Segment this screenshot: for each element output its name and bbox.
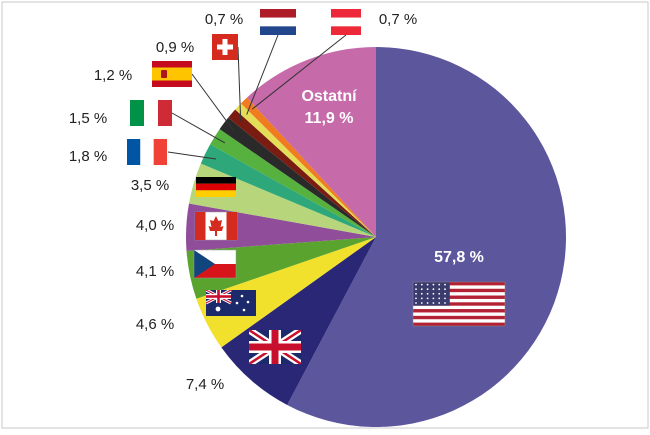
data-label-us: 57,8 % (434, 249, 484, 266)
slice-italy (210, 129, 376, 237)
data-label-france: 1,8 % (69, 148, 107, 165)
netherlands-flag-icon (260, 9, 296, 35)
slice-switzerland (228, 109, 376, 237)
us-flag-icon (412, 281, 506, 327)
leader-line-spain (191, 73, 234, 131)
data-label-netherlands: 0,7 % (205, 11, 243, 28)
slice-austria (240, 97, 376, 237)
slice-france (200, 144, 376, 237)
switzerland-flag-icon (212, 34, 238, 60)
australia-flag-icon (206, 290, 256, 316)
leader-line-austria (251, 34, 347, 110)
slice-spain (219, 117, 376, 237)
italy-flag-icon (130, 100, 172, 126)
slice-us (287, 47, 567, 428)
data-label-uk: 7,4 % (186, 376, 224, 393)
data-label-australia: 4,6 % (136, 316, 174, 333)
data-label-austria: 0,7 % (379, 11, 417, 28)
data-label-canada: 4,0 % (136, 217, 174, 234)
czech-flag-icon (193, 249, 237, 279)
slice-australia (196, 237, 376, 348)
data-label-spain: 1,2 % (94, 67, 132, 84)
data-label-other: 11,9 % (305, 110, 354, 127)
slice-netherlands (235, 103, 376, 237)
leader-line-switzerland (237, 46, 242, 122)
austria-flag-icon (331, 9, 361, 35)
leader-line-france (167, 151, 217, 160)
france-flag-icon (127, 139, 167, 165)
data-label-switzerland: 0,9 % (156, 39, 194, 56)
data-label-italy: 1,5 % (69, 110, 107, 127)
spain-flag-icon (152, 61, 192, 87)
leader-line-italy (171, 112, 226, 144)
slice-other (246, 46, 376, 237)
leader-line-netherlands (246, 34, 279, 115)
canada-flag-icon (194, 211, 238, 241)
data-label-czech: 4,1 % (136, 263, 174, 280)
other-category-label: Ostatní (301, 88, 357, 105)
uk-flag-icon (249, 330, 301, 364)
germany-flag-icon (196, 177, 236, 197)
data-label-germany: 3,5 % (131, 177, 169, 194)
